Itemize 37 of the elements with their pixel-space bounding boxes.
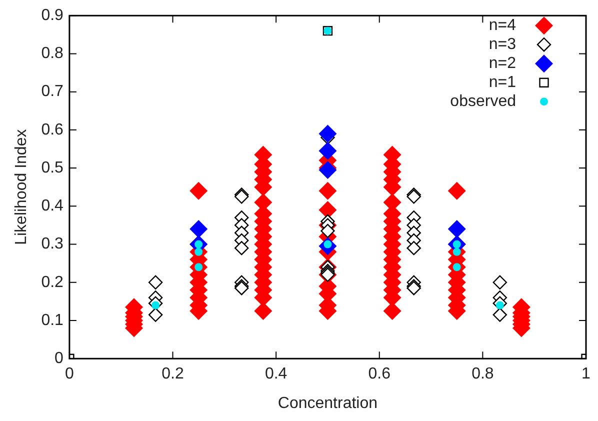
y-tick-label: 0.5 bbox=[41, 159, 64, 176]
legend-label: n=3 bbox=[488, 36, 516, 54]
point bbox=[452, 248, 461, 256]
y-tick-label: 0.4 bbox=[41, 198, 64, 215]
legend-label: observed bbox=[450, 93, 516, 110]
point bbox=[448, 220, 466, 238]
x-tick-label: 1 bbox=[582, 366, 591, 383]
x-axis-title: Concentration bbox=[278, 394, 378, 412]
y-tick-label: 0.7 bbox=[41, 83, 64, 100]
point bbox=[492, 275, 507, 290]
y-tick-label: 0.9 bbox=[41, 7, 64, 24]
point bbox=[148, 275, 163, 290]
legend-label: n=2 bbox=[488, 55, 516, 72]
point bbox=[318, 124, 337, 143]
y-tick-label: 0 bbox=[54, 350, 64, 368]
point bbox=[452, 263, 461, 272]
y-tick-label: 0.8 bbox=[41, 45, 64, 62]
point bbox=[318, 142, 337, 160]
point bbox=[194, 263, 203, 272]
y-tick-label: 0.3 bbox=[41, 236, 64, 253]
point bbox=[320, 224, 335, 238]
legend-label: n=1 bbox=[488, 74, 516, 92]
y-tick-label: 0.6 bbox=[41, 121, 64, 138]
x-tick-label: 0.4 bbox=[264, 366, 288, 383]
point bbox=[234, 240, 249, 256]
x-tick-label: 0.8 bbox=[472, 366, 494, 383]
x-tick-label: 0.6 bbox=[368, 366, 391, 383]
y-axis-title: Likelihood Index bbox=[13, 129, 30, 245]
y-tick-label: 0.1 bbox=[41, 312, 64, 329]
point bbox=[148, 308, 163, 322]
y-tick-label: 0.2 bbox=[41, 274, 64, 291]
point bbox=[194, 248, 203, 256]
x-tick-label: 0.2 bbox=[162, 366, 184, 383]
point bbox=[492, 308, 507, 322]
legend-label: n=4 bbox=[488, 17, 516, 34]
point bbox=[190, 220, 208, 238]
point bbox=[406, 240, 421, 256]
